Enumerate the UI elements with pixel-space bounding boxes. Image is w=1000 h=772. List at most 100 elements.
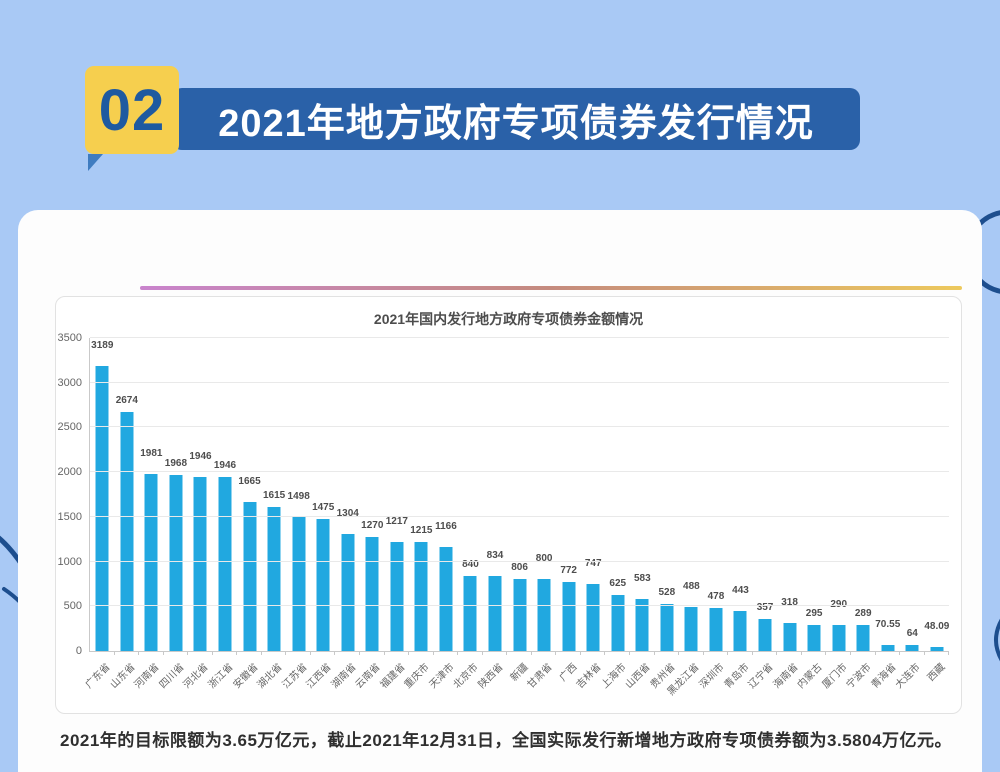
section-title: 2021年地方政府专项债券发行情况 xyxy=(218,102,814,145)
bar-value-label: 1475 xyxy=(312,502,335,514)
bar-slot: 443 青岛市 xyxy=(722,338,753,691)
bar xyxy=(169,475,183,651)
bar xyxy=(316,519,330,651)
bar-slot: 70.55 青海省 xyxy=(869,338,900,691)
x-axis-label: 湖北省 xyxy=(255,661,285,691)
y-axis-tick-label: 2500 xyxy=(57,421,82,434)
y-axis-tick-label: 3000 xyxy=(57,376,82,389)
x-axis-label: 四川省 xyxy=(157,661,187,691)
x-axis-label: 宁波市 xyxy=(844,661,874,691)
bar xyxy=(488,576,502,651)
bar-slot: 478 深圳市 xyxy=(698,338,729,691)
bar-slot: 290 厦门市 xyxy=(820,338,851,691)
x-axis-tick xyxy=(702,651,704,655)
bar xyxy=(193,476,207,651)
x-axis-label: 河南省 xyxy=(132,661,162,691)
bar-value-label: 583 xyxy=(633,572,651,584)
bar-slot: 1968 四川省 xyxy=(158,338,189,691)
x-axis-label: 青海省 xyxy=(869,661,899,691)
x-axis-label: 上海市 xyxy=(599,661,629,691)
bar-value-label: 1981 xyxy=(140,447,163,459)
x-axis-tick xyxy=(751,651,753,655)
x-axis-label: 甘肃省 xyxy=(525,661,555,691)
x-axis-label: 广东省 xyxy=(83,661,113,691)
x-axis-tick xyxy=(359,651,361,655)
badge-tail-decoration xyxy=(88,154,103,171)
summary-caption: 2021年的目标限额为3.65万亿元，截止2021年12月31日，全国实际发行新… xyxy=(60,731,953,750)
bar-value-label: 1968 xyxy=(164,458,188,470)
x-axis-tick xyxy=(457,651,459,655)
x-axis-tick xyxy=(874,651,876,655)
bar-value-label: 1215 xyxy=(410,525,433,537)
gridline xyxy=(90,426,949,428)
gridline xyxy=(90,560,949,562)
bar xyxy=(243,502,257,651)
bar-value-label: 488 xyxy=(683,581,700,593)
x-axis-label: 河北省 xyxy=(182,661,212,691)
bar xyxy=(562,581,576,651)
x-axis-label: 山东省 xyxy=(108,661,138,691)
x-axis-tick xyxy=(334,651,336,655)
bar-value-label: 1946 xyxy=(189,450,212,462)
bar-value-label: 625 xyxy=(609,578,627,590)
gridline xyxy=(90,515,949,517)
bar-value-label: 800 xyxy=(535,553,553,565)
bar xyxy=(95,365,109,651)
bar xyxy=(267,506,281,651)
x-axis-label: 江西省 xyxy=(304,661,334,691)
y-axis-tick-label: 500 xyxy=(63,600,82,613)
bar-value-label: 478 xyxy=(707,591,725,603)
bar-value-label: 2674 xyxy=(115,394,138,406)
bar-slot: 1615 湖北省 xyxy=(256,338,287,691)
section-title-banner: 2021年地方政府专项债券发行情况 xyxy=(172,88,860,150)
chart-title: 2021年国内发行地方政府专项债券金额情况 xyxy=(373,311,644,327)
bar xyxy=(783,622,797,651)
bar xyxy=(120,411,134,651)
x-axis-label: 安徽省 xyxy=(231,661,261,691)
x-axis-tick xyxy=(432,651,434,655)
bars-container: 3189 广东省 2674 山东省 1981 河南省 1968 四川省 1946 河北省 1946 浙… xyxy=(84,338,950,698)
x-axis-tick xyxy=(162,651,164,655)
x-axis-tick xyxy=(506,651,508,655)
bar-slot: 1475 江西省 xyxy=(305,338,336,691)
bar-value-label: 1270 xyxy=(361,520,384,532)
bar xyxy=(341,534,355,651)
bar-value-label: 1615 xyxy=(262,489,286,501)
bar-slot: 1946 河北省 xyxy=(182,338,213,691)
bar-value-label: 772 xyxy=(560,564,577,576)
x-axis-label: 山西省 xyxy=(623,661,653,691)
x-axis-label: 浙江省 xyxy=(206,661,236,691)
bar xyxy=(292,517,306,651)
bar-value-label: 443 xyxy=(732,585,749,597)
bar xyxy=(930,646,944,651)
x-axis-tick xyxy=(923,651,925,655)
bar-slot: 488 黑龙江省 xyxy=(666,338,704,698)
x-axis-tick xyxy=(113,651,115,655)
x-axis-tick xyxy=(800,651,802,655)
bar-value-label: 289 xyxy=(854,608,872,620)
x-axis-tick xyxy=(481,651,483,655)
bar-slot: 48.09 西藏 xyxy=(924,338,950,684)
bar xyxy=(684,607,698,651)
bar-value-label: 528 xyxy=(658,586,676,598)
x-axis-label: 大连市 xyxy=(893,661,923,691)
bar-value-label: 1946 xyxy=(213,459,237,471)
y-axis-tick-label: 2000 xyxy=(57,466,82,479)
bar-slot: 834 陕西省 xyxy=(477,338,508,691)
bar xyxy=(439,546,453,651)
x-axis-tick xyxy=(530,651,532,655)
x-axis-tick xyxy=(187,651,189,655)
bar xyxy=(905,645,919,651)
section-number: 02 xyxy=(98,77,166,143)
bar-slot: 1166 天津市 xyxy=(428,338,459,691)
x-axis-label: 厦门市 xyxy=(820,661,850,691)
bar-value-label: 834 xyxy=(486,550,504,562)
x-axis-label: 内蒙古 xyxy=(795,661,825,691)
bar xyxy=(611,595,625,651)
x-axis-label: 江苏省 xyxy=(280,661,310,691)
x-axis-tick xyxy=(236,651,238,655)
bar xyxy=(414,542,428,651)
bar-value-label: 1498 xyxy=(287,491,310,503)
bar-value-label: 48.09 xyxy=(924,620,950,632)
bar-slot: 318 海南省 xyxy=(771,338,802,691)
